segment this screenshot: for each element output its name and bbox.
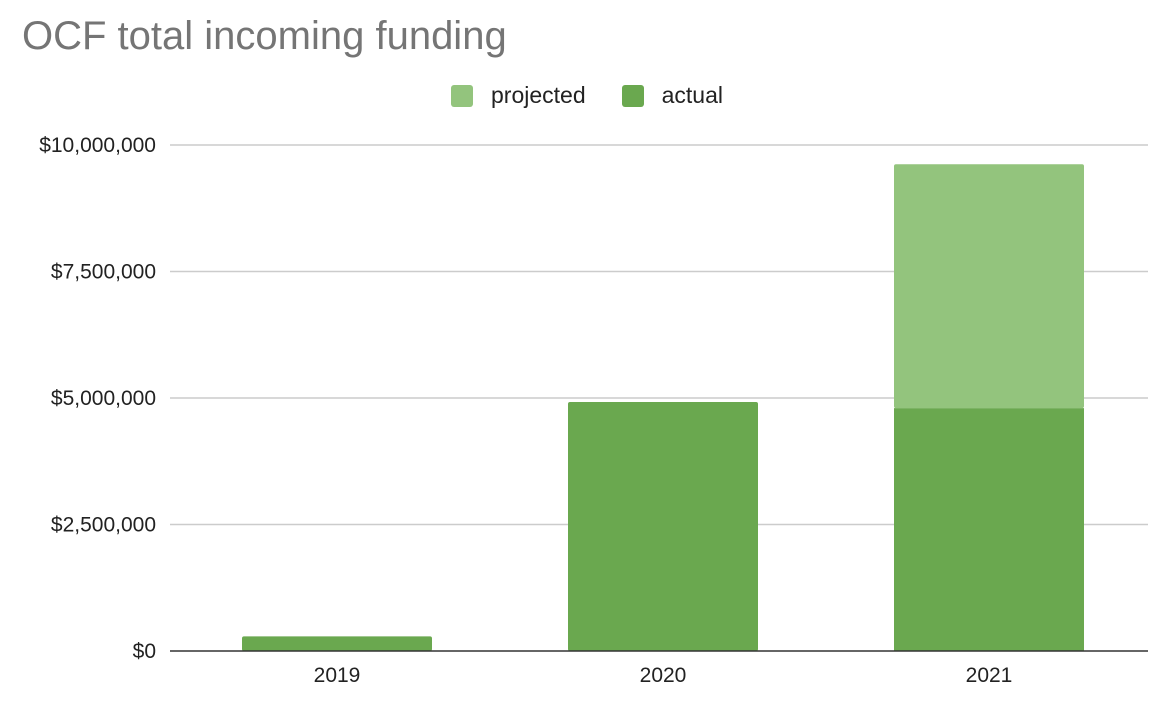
y-tick-label: $7,500,000 [51,261,156,284]
x-tick-label-2019: 2019 [314,664,361,687]
legend: projected actual [0,82,1170,109]
legend-label-actual: actual [661,82,723,108]
legend-label-projected: projected [491,82,586,108]
bar-projected-2021[interactable] [894,164,1084,409]
legend-item-projected[interactable]: projected [451,82,586,109]
x-tick-label-2020: 2020 [640,664,687,687]
y-tick-label: $5,000,000 [51,387,156,410]
x-tick-label-2021: 2021 [966,664,1013,687]
bar-actual-2021[interactable] [894,408,1084,651]
legend-swatch-projected [451,84,473,107]
y-tick-label: $2,500,000 [51,514,156,537]
bar-actual-2019[interactable] [242,636,432,651]
bar-actual-2020[interactable] [568,402,758,651]
y-tick-label: $10,000,000 [39,134,156,157]
y-tick-label: $0 [133,640,156,663]
legend-item-actual[interactable]: actual [621,82,723,109]
legend-swatch-actual [621,84,644,107]
chart-title: OCF total incoming funding [22,14,507,58]
